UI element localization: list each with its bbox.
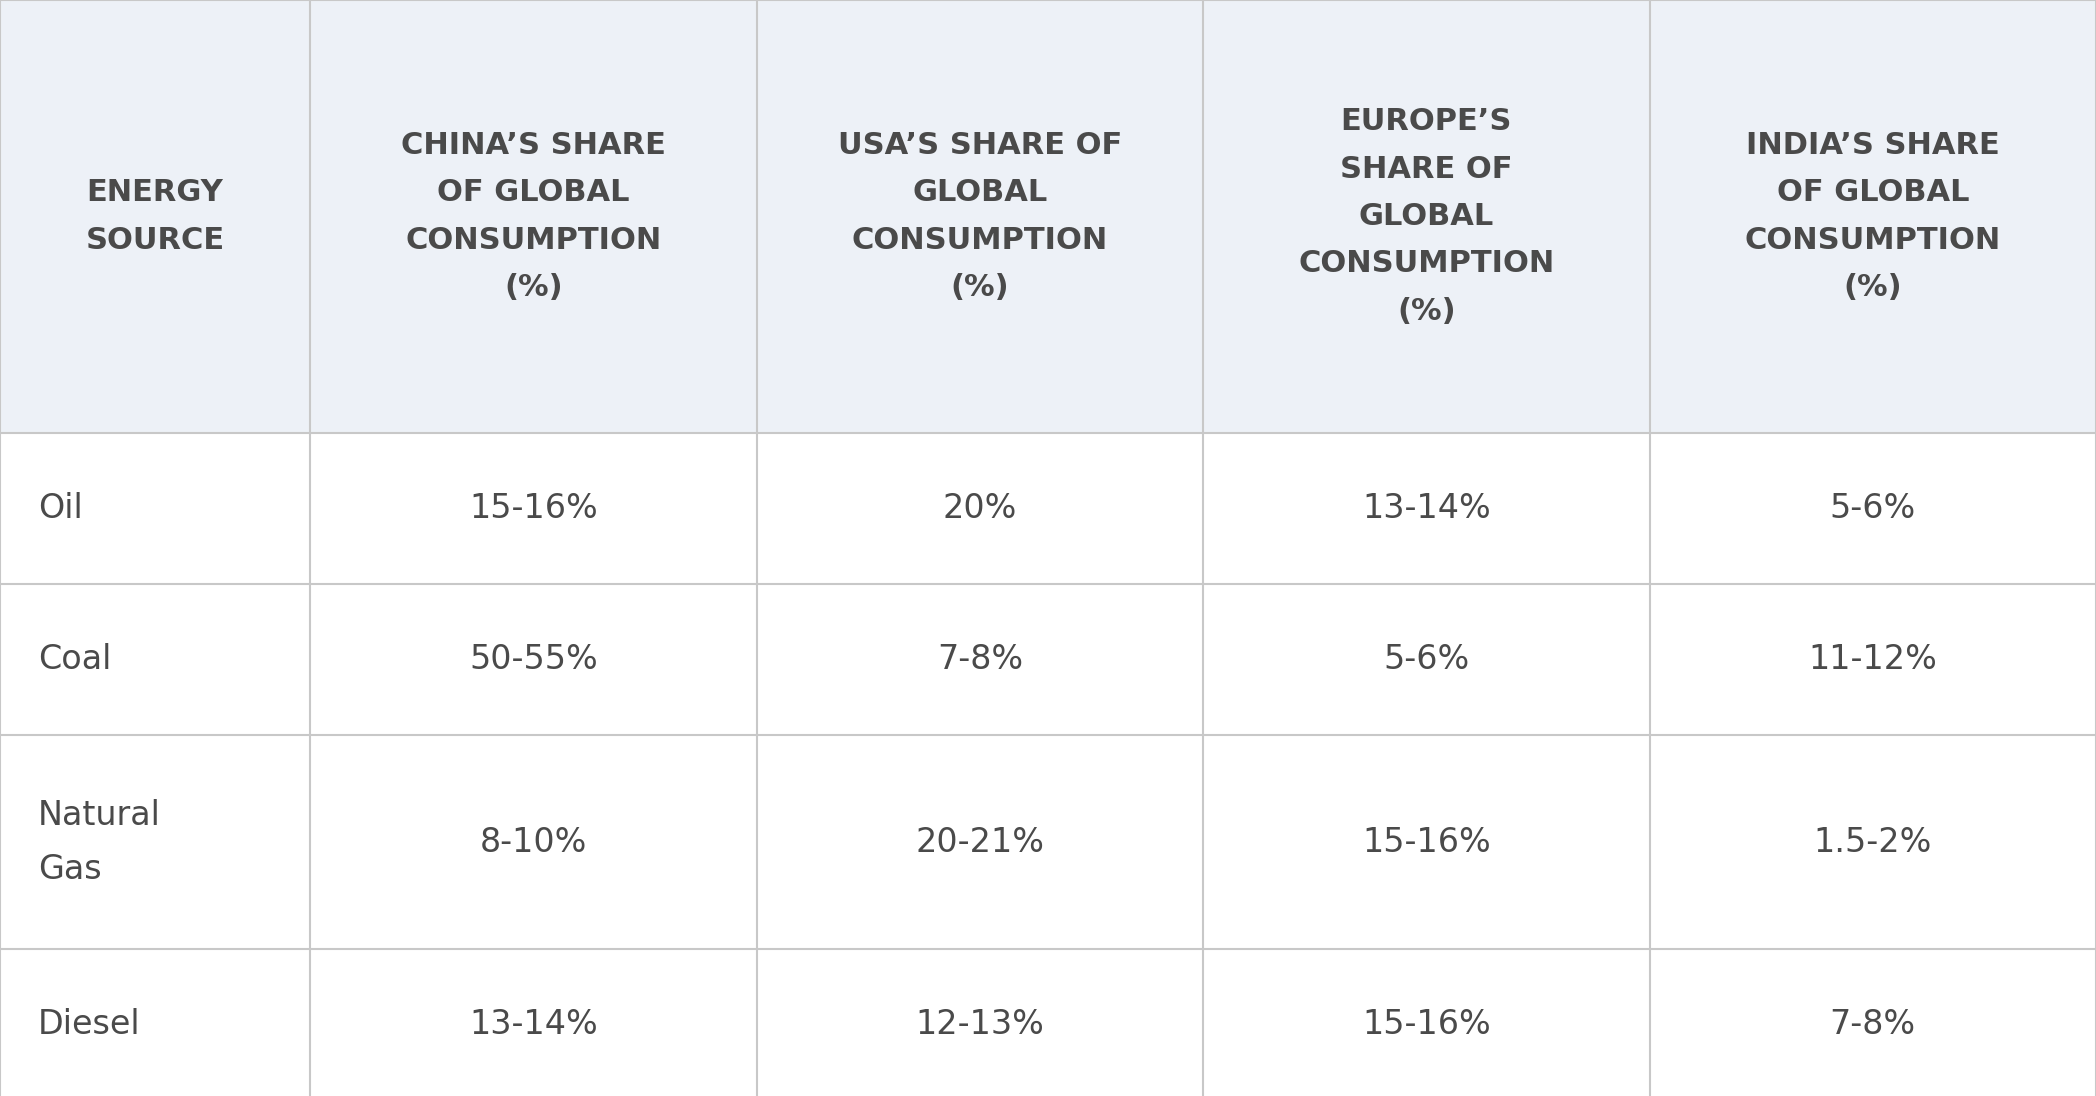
Text: 13-14%: 13-14% bbox=[470, 1008, 597, 1041]
Text: Oil: Oil bbox=[38, 492, 82, 525]
Text: 20-21%: 20-21% bbox=[916, 825, 1044, 859]
Text: 8-10%: 8-10% bbox=[480, 825, 587, 859]
Text: 20%: 20% bbox=[943, 492, 1017, 525]
Text: 15-16%: 15-16% bbox=[1362, 1008, 1490, 1041]
Text: 15-16%: 15-16% bbox=[470, 492, 597, 525]
Bar bbox=[0, 735, 2096, 949]
Bar bbox=[0, 433, 2096, 584]
Text: Diesel: Diesel bbox=[38, 1008, 140, 1041]
Text: 7-8%: 7-8% bbox=[937, 643, 1023, 676]
Text: ENERGY
SOURCE: ENERGY SOURCE bbox=[86, 179, 224, 254]
Text: 5-6%: 5-6% bbox=[1830, 492, 1916, 525]
Bar bbox=[0, 584, 2096, 735]
Text: 15-16%: 15-16% bbox=[1362, 825, 1490, 859]
Text: EUROPE’S
SHARE OF
GLOBAL
CONSUMPTION
(%): EUROPE’S SHARE OF GLOBAL CONSUMPTION (%) bbox=[1297, 107, 1555, 326]
Text: USA’S SHARE OF
GLOBAL
CONSUMPTION
(%): USA’S SHARE OF GLOBAL CONSUMPTION (%) bbox=[838, 130, 1121, 302]
Bar bbox=[0, 949, 2096, 1096]
Text: 1.5-2%: 1.5-2% bbox=[1813, 825, 1933, 859]
Text: 50-55%: 50-55% bbox=[470, 643, 597, 676]
Text: CHINA’S SHARE
OF GLOBAL
CONSUMPTION
(%): CHINA’S SHARE OF GLOBAL CONSUMPTION (%) bbox=[400, 130, 667, 302]
Text: 5-6%: 5-6% bbox=[1383, 643, 1469, 676]
Text: Coal: Coal bbox=[38, 643, 111, 676]
Text: 12-13%: 12-13% bbox=[916, 1008, 1044, 1041]
Text: INDIA’S SHARE
OF GLOBAL
CONSUMPTION
(%): INDIA’S SHARE OF GLOBAL CONSUMPTION (%) bbox=[1744, 130, 2002, 302]
Text: 13-14%: 13-14% bbox=[1362, 492, 1490, 525]
Bar bbox=[0, 0, 2096, 433]
Text: 7-8%: 7-8% bbox=[1830, 1008, 1916, 1041]
Text: Natural
Gas: Natural Gas bbox=[38, 799, 161, 886]
Text: 11-12%: 11-12% bbox=[1809, 643, 1937, 676]
